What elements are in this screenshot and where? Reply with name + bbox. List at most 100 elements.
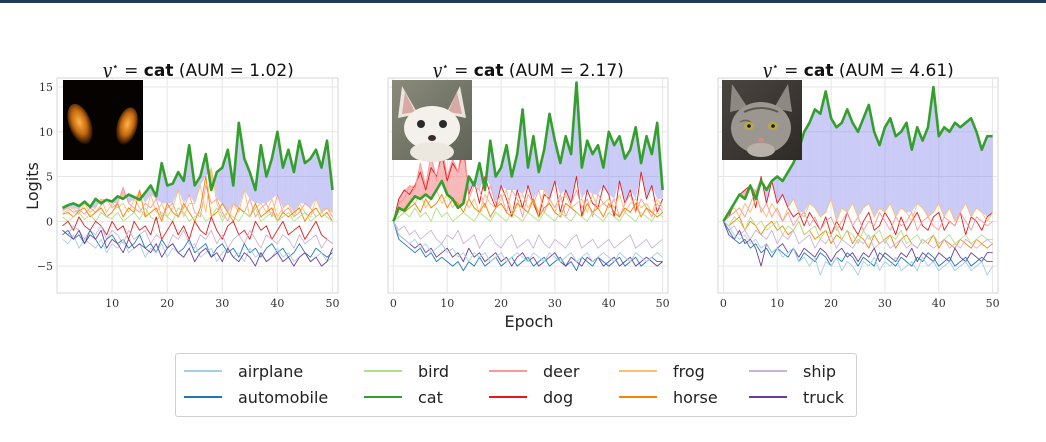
series-line-truck <box>62 229 333 267</box>
series-line-cat <box>61 121 334 210</box>
margin-area-positive <box>879 127 885 213</box>
title-aum: (AUM = 2.17) <box>503 61 623 81</box>
legend-label: truck <box>803 387 845 407</box>
margin-area-positive <box>528 136 534 199</box>
title-class: cat <box>474 61 504 81</box>
legend-item-ship: ship <box>749 359 836 383</box>
legend-item-horse: horse <box>619 385 718 409</box>
margin-area-positive <box>825 91 832 213</box>
margin-area-positive <box>858 118 864 217</box>
margin-area-positive <box>917 127 923 208</box>
margin-area-negative <box>398 190 405 211</box>
margin-area-negative <box>409 185 415 204</box>
margin-area-positive <box>598 145 604 195</box>
series-line-dog <box>62 216 333 245</box>
series-line-airplane <box>62 234 333 263</box>
margin-area-positive <box>954 122 961 222</box>
margin-area-positive <box>847 109 853 213</box>
title-class: cat <box>804 61 834 81</box>
margin-area-positive <box>560 136 566 195</box>
margin-area-positive <box>271 131 278 199</box>
series-line-ship <box>393 221 663 249</box>
thumbnail-2 <box>392 80 472 162</box>
margin-area-positive <box>976 131 982 213</box>
title-class: cat <box>144 61 174 81</box>
series-line-bird <box>62 207 333 222</box>
x-tick-label: 20 <box>494 297 508 310</box>
x-tick-label: 40 <box>602 297 616 310</box>
legend-item-dog: dog <box>489 385 573 409</box>
top-border <box>0 0 1046 3</box>
title-star: ⋆ <box>442 60 449 73</box>
margin-area-negative <box>425 154 432 199</box>
legend-swatch <box>619 396 657 398</box>
margin-area-positive <box>277 131 283 208</box>
x-tick-label: 50 <box>325 297 339 310</box>
panel-2: y⋆ = cat (AUM = 2.17) 0 10 20 30 40 50 <box>387 60 670 310</box>
margin-area-positive <box>501 145 507 190</box>
legend-swatch <box>489 370 527 372</box>
margin-area-positive <box>238 122 245 208</box>
x-tick-label: 10 <box>770 297 784 310</box>
x-tick-label: 50 <box>656 297 670 310</box>
margin-area-positive <box>608 131 615 199</box>
margin-area-positive <box>852 122 858 217</box>
series-line-bird <box>393 207 663 222</box>
legend-label: dog <box>543 387 574 407</box>
margin-area-positive <box>544 113 550 199</box>
legend-swatch <box>184 396 222 398</box>
margin-area-positive <box>167 183 173 204</box>
x-tick-label: 0 <box>720 297 727 310</box>
series-line-cat <box>392 81 664 222</box>
legend-item-airplane: airplane <box>184 359 303 383</box>
legend-item-frog: frog <box>619 359 705 383</box>
margin-area-positive <box>788 163 794 208</box>
legend-item-bird: bird <box>364 359 449 383</box>
margin-area-positive <box>468 176 474 195</box>
margin-area-positive <box>194 176 201 204</box>
margin-area-positive <box>581 140 588 199</box>
margin-area-positive <box>831 118 837 222</box>
margin-area-positive <box>592 145 598 195</box>
figure: Logits Epoch y⋆ = cat (AUM = 1.02) 10 20 3… <box>23 60 1000 332</box>
margin-area-positive <box>949 122 955 222</box>
margin-area-positive <box>793 149 799 213</box>
margin-area-positive <box>960 122 966 213</box>
margin-area-positive <box>895 131 902 217</box>
x-tick-label: 20 <box>824 297 838 310</box>
series-line-automobile <box>392 221 663 272</box>
margin-area-positive <box>971 118 977 217</box>
title-aum: (AUM = 4.61) <box>833 61 953 81</box>
x-tick-label: 30 <box>215 297 229 310</box>
legend-swatch <box>364 370 402 372</box>
margin-area-positive <box>884 118 891 213</box>
legend-item-cat: cat <box>364 385 443 409</box>
legend-label: deer <box>543 361 580 381</box>
x-tick-label: 20 <box>160 297 174 310</box>
margin-area-positive <box>145 185 151 204</box>
legend-swatch <box>619 370 657 372</box>
title-var: y <box>101 61 112 81</box>
margin-area-positive <box>836 122 842 222</box>
margin-area-positive <box>619 136 625 204</box>
x-tick-label: 10 <box>440 297 454 310</box>
thumbnail-1 <box>63 80 143 160</box>
series-line-airplane <box>392 221 663 263</box>
x-tick-label: 40 <box>270 297 284 310</box>
margin-area-negative <box>431 154 437 199</box>
y-tick-label: 15 <box>39 81 53 94</box>
margin-area-positive <box>965 118 972 217</box>
legend-item-automobile: automobile <box>184 385 328 409</box>
series-line-deer <box>392 135 663 222</box>
margin-area-positive <box>310 149 316 208</box>
margin-area-positive <box>641 136 647 199</box>
series-line-ship <box>62 225 333 249</box>
y-tick-label: 0 <box>46 215 53 228</box>
margin-area-positive <box>614 136 620 199</box>
title-eq: = <box>779 61 804 81</box>
y-tick-label: 5 <box>46 171 53 184</box>
panel-2-title: y⋆ = cat (AUM = 2.17) <box>431 60 624 82</box>
margin-area-positive <box>244 158 250 199</box>
margin-area-positive <box>820 91 826 217</box>
x-tick-label: 40 <box>932 297 946 310</box>
